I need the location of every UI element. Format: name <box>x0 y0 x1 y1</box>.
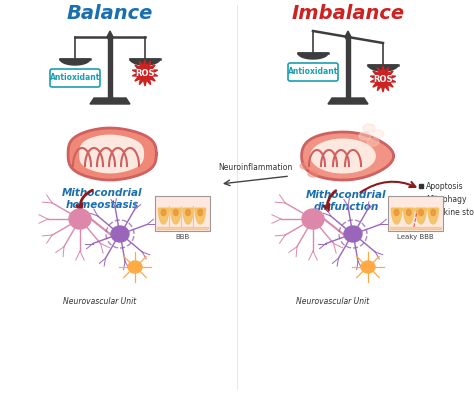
Text: Neurovascular Unit: Neurovascular Unit <box>296 297 370 306</box>
Ellipse shape <box>372 130 384 138</box>
Polygon shape <box>107 31 113 40</box>
FancyBboxPatch shape <box>155 196 210 231</box>
Polygon shape <box>416 208 426 224</box>
Text: Leaky BBB: Leaky BBB <box>397 234 434 240</box>
FancyBboxPatch shape <box>50 69 100 87</box>
Ellipse shape <box>367 138 379 146</box>
Text: Antioxidant: Antioxidant <box>288 67 338 76</box>
Polygon shape <box>392 208 401 224</box>
FancyBboxPatch shape <box>388 196 443 231</box>
Ellipse shape <box>431 209 436 216</box>
Text: Neurovascular Unit: Neurovascular Unit <box>64 297 137 306</box>
Ellipse shape <box>407 209 411 216</box>
Polygon shape <box>368 65 398 71</box>
Polygon shape <box>80 135 143 173</box>
Polygon shape <box>132 60 158 86</box>
Ellipse shape <box>198 209 202 216</box>
Polygon shape <box>404 208 414 224</box>
Text: Mithocondrial
disfunction: Mithocondrial disfunction <box>306 190 386 212</box>
Ellipse shape <box>128 261 142 273</box>
Text: Mitophagy: Mitophagy <box>426 195 466 203</box>
Ellipse shape <box>302 209 324 229</box>
Text: Imbalance: Imbalance <box>292 4 405 23</box>
Ellipse shape <box>359 132 371 140</box>
Polygon shape <box>345 31 351 40</box>
Text: Mithocondrial
homeostasis: Mithocondrial homeostasis <box>62 188 142 210</box>
Polygon shape <box>171 208 181 224</box>
Polygon shape <box>428 208 438 224</box>
Ellipse shape <box>69 209 91 229</box>
Ellipse shape <box>361 261 375 273</box>
Circle shape <box>346 35 350 39</box>
Polygon shape <box>370 66 396 92</box>
Ellipse shape <box>394 209 399 216</box>
Text: Apoptosis: Apoptosis <box>426 182 464 191</box>
Ellipse shape <box>161 209 166 216</box>
Polygon shape <box>301 132 393 180</box>
Text: Antioxidant: Antioxidant <box>50 72 100 82</box>
Polygon shape <box>308 171 318 177</box>
Polygon shape <box>311 139 375 173</box>
Text: Cytokine storm: Cytokine storm <box>426 208 474 216</box>
Text: ROS: ROS <box>135 69 155 78</box>
Bar <box>108 38 112 98</box>
Polygon shape <box>158 208 169 224</box>
Ellipse shape <box>419 209 423 216</box>
Polygon shape <box>68 128 156 180</box>
Text: Neuroinflammation: Neuroinflammation <box>218 163 292 172</box>
Polygon shape <box>300 163 310 169</box>
Polygon shape <box>60 59 90 65</box>
Circle shape <box>108 35 112 39</box>
Ellipse shape <box>186 209 190 216</box>
Polygon shape <box>183 208 193 224</box>
Polygon shape <box>328 98 368 104</box>
Polygon shape <box>195 208 205 224</box>
Polygon shape <box>298 53 328 59</box>
Ellipse shape <box>344 226 362 242</box>
Polygon shape <box>130 59 160 65</box>
Polygon shape <box>90 98 130 104</box>
Ellipse shape <box>111 226 129 242</box>
Text: BBB: BBB <box>175 234 190 240</box>
Text: ROS: ROS <box>373 74 393 84</box>
FancyBboxPatch shape <box>288 63 338 81</box>
Text: Balance: Balance <box>67 4 153 23</box>
Ellipse shape <box>363 124 375 132</box>
Bar <box>346 38 350 98</box>
Ellipse shape <box>173 209 178 216</box>
